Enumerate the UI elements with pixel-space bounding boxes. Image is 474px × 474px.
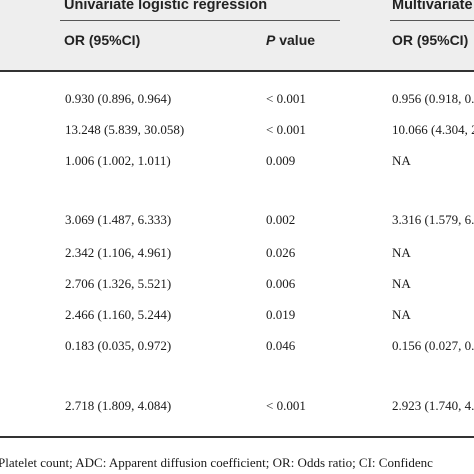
row-3-p-value: 0.009 bbox=[266, 153, 296, 168]
row-9-multivariate-or: 2.923 (1.740, 4. bbox=[392, 398, 474, 413]
row-6-univariate-or: 2.706 (1.326, 5.521) bbox=[65, 276, 172, 291]
table-bottom-rule bbox=[0, 436, 474, 438]
row-4-multivariate-or: 3.316 (1.579, 6. bbox=[392, 212, 474, 227]
or-ci-header-univariate: OR (95%CI) bbox=[64, 32, 141, 48]
row-2-p-value: < 0.001 bbox=[266, 122, 306, 137]
row-1-univariate-or: 0.930 (0.896, 0.964) bbox=[65, 91, 172, 106]
row-2-multivariate-or: 10.066 (4.304, 2 bbox=[392, 122, 474, 137]
row-1-p-value: < 0.001 bbox=[266, 91, 306, 106]
row-1-multivariate-or: 0.956 (0.918, 0. bbox=[392, 91, 474, 106]
row-7-univariate-or: 2.466 (1.160, 5.244) bbox=[65, 307, 172, 322]
row-9-p-value: < 0.001 bbox=[266, 398, 306, 413]
multivariate-group-rule bbox=[390, 20, 474, 21]
table-header-band bbox=[0, 0, 474, 70]
row-7-p-value: 0.019 bbox=[266, 307, 296, 322]
table-footnote: Platelet count; ADC: Apparent diffusion … bbox=[0, 455, 433, 470]
row-3-univariate-or: 1.006 (1.002, 1.011) bbox=[65, 153, 171, 168]
row-8-p-value: 0.046 bbox=[266, 338, 296, 353]
p-value-header-p: P bbox=[266, 32, 276, 48]
row-7-multivariate-or: NA bbox=[392, 307, 411, 322]
row-6-multivariate-or: NA bbox=[392, 276, 411, 291]
p-value-header: P value bbox=[266, 32, 315, 48]
header-bottom-rule bbox=[0, 70, 474, 72]
univariate-group-header: Univariate logistic regression bbox=[64, 0, 268, 13]
row-6-p-value: 0.006 bbox=[266, 276, 296, 291]
row-4-univariate-or: 3.069 (1.487, 6.333) bbox=[65, 212, 172, 227]
row-3-multivariate-or: NA bbox=[392, 153, 411, 168]
row-5-multivariate-or: NA bbox=[392, 245, 411, 260]
multivariate-group-header: Multivariate l bbox=[392, 0, 474, 13]
row-8-multivariate-or: 0.156 (0.027, 0. bbox=[392, 338, 474, 353]
row-9-univariate-or: 2.718 (1.809, 4.084) bbox=[65, 398, 172, 413]
row-5-univariate-or: 2.342 (1.106, 4.961) bbox=[65, 245, 172, 260]
univariate-group-rule bbox=[60, 20, 340, 21]
row-4-p-value: 0.002 bbox=[266, 212, 296, 227]
or-ci-header-multivariate: OR (95%CI) bbox=[392, 32, 469, 48]
p-value-header-rest: value bbox=[275, 32, 316, 48]
row-8-univariate-or: 0.183 (0.035, 0.972) bbox=[65, 338, 172, 353]
row-2-univariate-or: 13.248 (5.839, 30.058) bbox=[65, 122, 185, 137]
row-5-p-value: 0.026 bbox=[266, 245, 296, 260]
